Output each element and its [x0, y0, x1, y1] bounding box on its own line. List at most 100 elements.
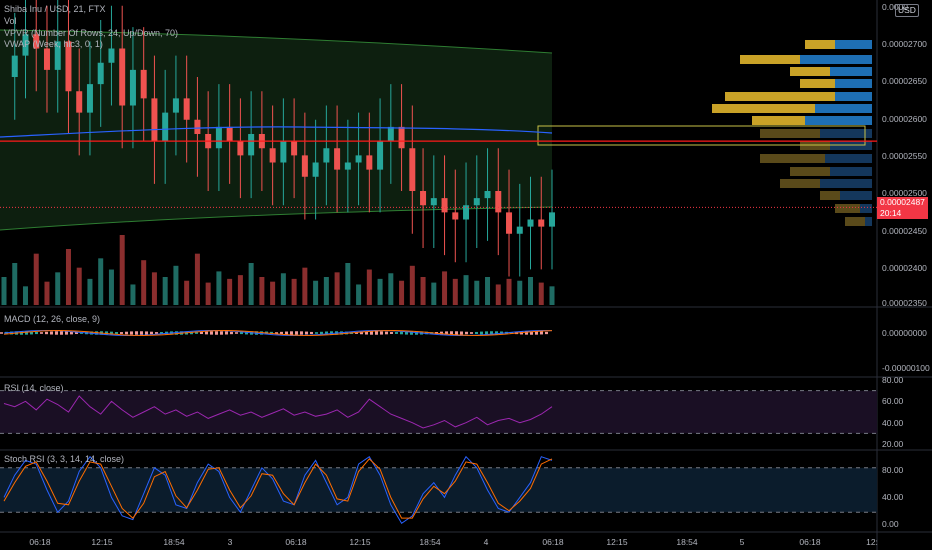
time-label: 06:18: [799, 537, 821, 547]
candle-body: [86, 84, 93, 113]
macd-histogram-bar: [300, 331, 303, 335]
candle-body: [441, 198, 448, 213]
price-label: 0.00002700: [882, 39, 927, 49]
volume-bar: [463, 275, 469, 305]
macd-histogram-bar: [325, 331, 328, 335]
time-label: 12:15: [349, 537, 371, 547]
macd-histogram-bar: [0, 332, 3, 334]
vpvr-up-bar: [800, 55, 872, 64]
vol-legend: Vol: [4, 16, 17, 26]
volume-bar: [517, 280, 523, 305]
macd-histogram-bar: [370, 331, 373, 335]
macd-histogram-bar: [380, 331, 383, 335]
vpvr-down-bar: [760, 154, 825, 163]
volume-bar: [452, 278, 458, 305]
candle-body: [334, 148, 341, 170]
time-label: 4: [483, 537, 489, 547]
macd-histogram-bar: [355, 332, 358, 334]
vwap-band: [0, 30, 552, 230]
vpvr-up-bar: [840, 191, 872, 200]
current-price-tag: 0.00002487 20:14: [877, 197, 928, 219]
candle-body: [11, 55, 18, 77]
macd-histogram-bar: [160, 332, 163, 334]
volume-bar: [184, 280, 190, 305]
candle-body: [495, 191, 502, 213]
volume-bar: [216, 271, 222, 305]
vwap-legend: VWAP (Week, hlc3, 0, 1): [4, 39, 103, 49]
candle-body: [387, 126, 394, 142]
macd-histogram-bar: [440, 331, 443, 335]
macd-histogram-bar: [30, 331, 33, 335]
volume-bar: [323, 277, 329, 305]
candle-body: [420, 191, 427, 206]
vpvr-down-bar: [790, 67, 830, 76]
volume-bar: [162, 277, 168, 305]
macd-histogram-bar: [495, 331, 498, 335]
macd-histogram-bar: [475, 331, 478, 335]
macd-histogram-bar: [200, 331, 203, 335]
volume-bar: [334, 272, 340, 305]
volume-bar: [528, 277, 534, 305]
macd-histogram-bar: [215, 331, 218, 335]
volume-bar: [538, 282, 544, 305]
volume-bar: [377, 278, 383, 305]
vpvr-down-bar: [780, 179, 820, 188]
vpvr-value-area-box: [537, 125, 866, 146]
volume-bar: [270, 281, 276, 305]
candle-body: [76, 91, 83, 113]
rsi-line: [3, 395, 553, 429]
price-label: 0.00002450: [882, 226, 927, 236]
candle-body: [269, 148, 276, 163]
candle-body: [430, 198, 437, 206]
volume-bar: [345, 263, 351, 305]
price-label: 0.00002550: [882, 151, 927, 161]
candle-body: [140, 69, 147, 99]
vpvr-up-bar: [820, 179, 872, 188]
macd-histogram-bar: [110, 331, 113, 335]
macd-histogram-bar: [315, 332, 318, 334]
macd-histogram-bar: [390, 332, 393, 334]
volume-bar: [12, 263, 18, 305]
rsi-axis-label: 40.00: [882, 418, 904, 428]
currency-button[interactable]: USD: [895, 4, 919, 17]
volume-bar: [108, 269, 114, 305]
macd-histogram-bar: [105, 331, 108, 335]
candle-body: [215, 126, 222, 149]
vpvr-down-bar: [820, 191, 840, 200]
vpvr-down-bar: [740, 55, 800, 64]
vpvr-up-bar: [805, 116, 872, 125]
candle-body: [291, 141, 298, 156]
candle-body: [162, 112, 169, 142]
vpvr-down-bar: [790, 167, 830, 176]
candle-body: [194, 119, 201, 134]
candle-body: [65, 41, 72, 92]
macd-histogram-bar: [455, 331, 458, 335]
time-label: 3: [227, 537, 233, 547]
macd-histogram-bar: [145, 331, 148, 335]
macd-histogram-bar: [530, 331, 533, 335]
vpvr-down-bar: [845, 217, 865, 226]
macd-histogram-bar: [10, 331, 13, 335]
volume-bar: [1, 277, 7, 305]
volume-bar: [485, 277, 491, 305]
macd-histogram-bar: [540, 331, 543, 335]
volume-bar: [366, 269, 372, 305]
current-price-value: 0.00002487: [880, 197, 925, 207]
volume-bar: [76, 267, 82, 305]
macd-histogram-bar: [410, 331, 413, 335]
macd-histogram-bar: [190, 331, 193, 335]
vpvr-up-bar: [835, 79, 872, 88]
price-label: 0.00002400: [882, 263, 927, 273]
macd-histogram-bar: [305, 331, 308, 335]
candle-body: [506, 212, 513, 234]
time-label: 12:15: [91, 537, 113, 547]
volume-bar: [55, 272, 61, 305]
volume-bar: [65, 249, 71, 305]
macd-histogram-bar: [290, 331, 293, 335]
macd-histogram-bar: [525, 331, 528, 335]
vpvr-up-bar: [835, 92, 872, 101]
vpvr-up-bar: [860, 204, 872, 213]
volume-bar: [227, 278, 233, 305]
price-label: 0.00002500: [882, 188, 927, 198]
